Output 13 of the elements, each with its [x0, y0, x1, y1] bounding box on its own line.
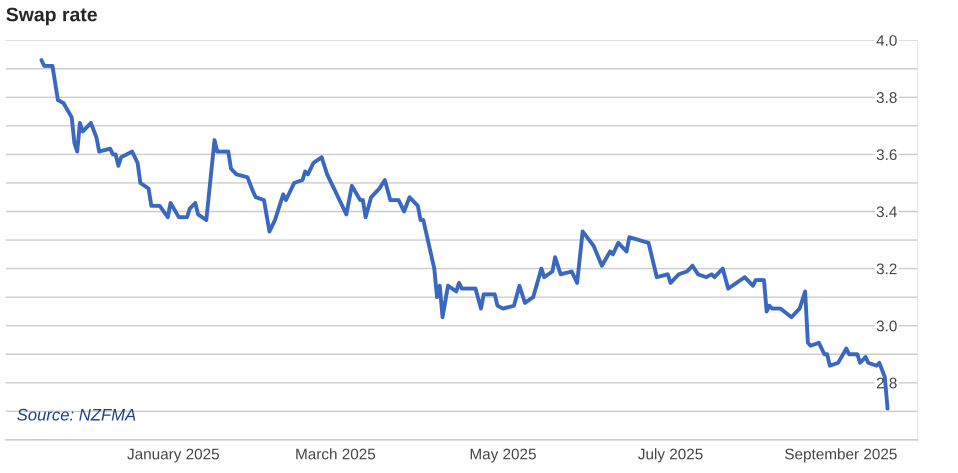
- x-tick-label: September 2025: [785, 448, 897, 462]
- annotation: Source: NZFMA: [17, 408, 136, 421]
- x-tick-label: March 2025: [296, 448, 376, 460]
- y-tick-label: 3.6: [876, 149, 897, 160]
- y-tick-label: 3.2: [876, 263, 897, 274]
- chart-title: Swap rate: [6, 8, 97, 26]
- x-tick-label: May 2025: [470, 448, 536, 462]
- y-tick-label: 3.4: [876, 206, 897, 218]
- x-tick-label: July 2025: [638, 448, 703, 462]
- y-tick-label: 4.0: [876, 35, 897, 46]
- y-tick-label: 3.0: [876, 320, 897, 332]
- y-tick-label: 3.8: [876, 92, 897, 103]
- x-tick-label: January 2025: [127, 448, 219, 462]
